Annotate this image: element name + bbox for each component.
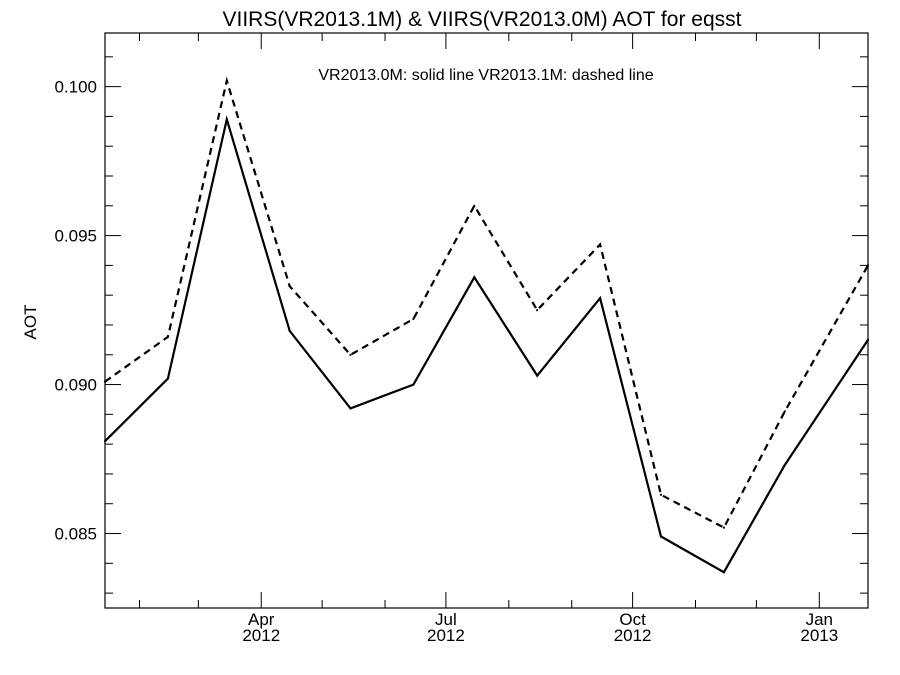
series-point (536, 309, 539, 312)
y-tick-label: 0.100 (54, 78, 97, 97)
series-point (412, 383, 415, 386)
x-tick-year: 2012 (614, 626, 652, 645)
y-tick-label: 0.085 (54, 525, 97, 544)
series-point (783, 463, 786, 467)
series-point (288, 285, 291, 288)
series-point (866, 264, 870, 267)
series-point (473, 276, 476, 279)
series-point (349, 353, 352, 356)
series-point (473, 204, 476, 207)
series-point (166, 335, 169, 338)
series-point (536, 374, 539, 377)
series-point (659, 535, 663, 538)
x-tick-month: Oct (619, 610, 646, 629)
series-point (722, 526, 726, 529)
y-tick-label: 0.095 (54, 227, 97, 246)
x-tick-month: Apr (248, 610, 275, 629)
series-style-note: VR2013.0M: solid line VR2013.1M: dashed … (318, 67, 653, 84)
series-point (103, 440, 107, 443)
series-point (225, 118, 228, 121)
x-tick-year: 2012 (427, 626, 465, 645)
x-tick-year: 2013 (800, 626, 838, 645)
series-point (659, 493, 663, 496)
series-point (599, 297, 602, 300)
y-tick-label: 0.090 (54, 376, 97, 395)
series-point (349, 407, 352, 410)
series-point (412, 317, 415, 321)
series-point (225, 79, 228, 82)
x-tick-month: Jan (806, 610, 833, 629)
series-point (599, 243, 602, 246)
series-point (288, 329, 291, 332)
series-point (866, 338, 870, 341)
x-tick-month: Jul (435, 610, 457, 629)
series-point (166, 377, 169, 380)
plot-frame (104, 32, 869, 609)
series-point (722, 571, 726, 574)
series-lines (103, 76, 870, 574)
series-line-vr2013-0m (104, 115, 869, 574)
chart-title: VIIRS(VR2013.1M) & VIIRS(VR2013.0M) AOT … (223, 8, 742, 31)
series-point (103, 380, 107, 383)
y-axis-label: AOT (21, 305, 40, 340)
axis-ticks (105, 33, 868, 608)
tick-labels: 0.0850.0900.0950.100Apr2012Jul2012Oct201… (54, 78, 838, 645)
x-tick-year: 2012 (242, 626, 280, 645)
series-point (783, 410, 786, 413)
